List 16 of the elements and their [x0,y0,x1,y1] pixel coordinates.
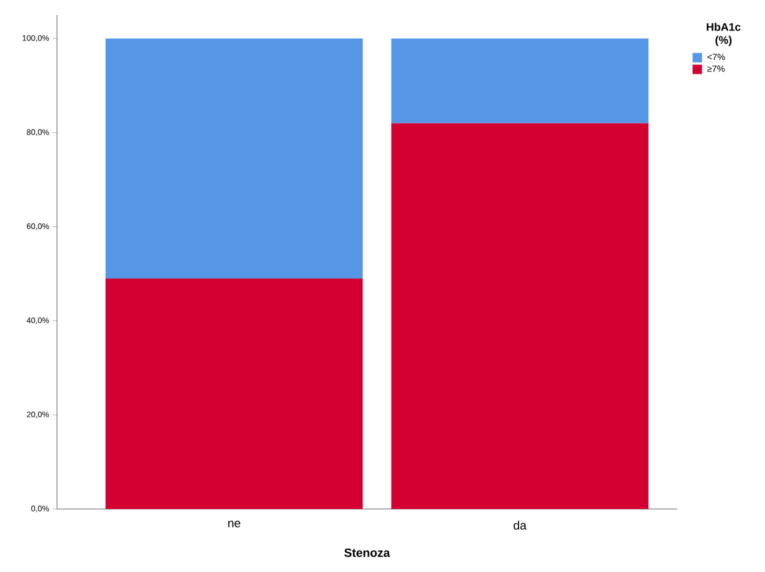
legend-label: ≥7% [707,66,725,72]
y-tick-label: 20,0% [26,412,49,418]
y-tick-label: 40,0% [26,317,49,324]
y-tick-label: 60,0% [26,223,49,230]
x-tick-label: ne [228,520,240,528]
y-tick-label: 100,0% [22,35,49,42]
x-tick-label: da [514,520,527,530]
x-axis-title: Stenoza [344,548,390,557]
bar [106,38,363,278]
bar [391,123,648,509]
legend-title: HbA1c (%) [706,22,741,46]
bar [106,278,363,509]
legend-label: <7% [707,54,725,60]
bar [391,38,648,124]
y-tick-label: 0,0% [31,506,49,512]
y-tick-label: 80,0% [26,129,49,136]
